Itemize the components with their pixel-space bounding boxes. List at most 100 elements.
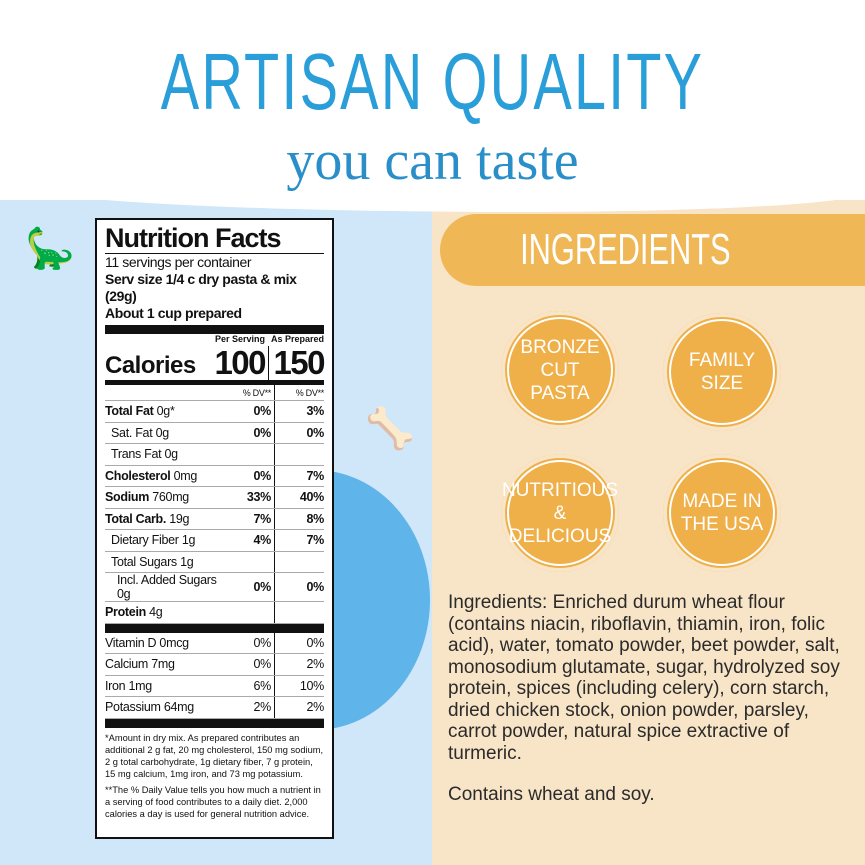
nutrient-name: Sodium bbox=[105, 490, 150, 505]
calories-serving: Per Serving 100 bbox=[209, 334, 266, 381]
nutrient-row: Trans Fat 0g bbox=[105, 444, 324, 466]
nutrient-amount: 1g bbox=[181, 533, 196, 548]
nutrition-title: Nutrition Facts bbox=[105, 223, 324, 254]
nutrient-row: Incl. Added Sugars 0g 0% 0% bbox=[105, 573, 324, 602]
nutrient-amount: 0g* bbox=[156, 404, 175, 419]
vitamin-name: Iron 1mg bbox=[105, 678, 152, 693]
serving-size: Serv size 1/4 c dry pasta & mix (29g) bbox=[105, 271, 297, 304]
vitamin-row: Vitamin D 0mcg 0% 0% bbox=[105, 632, 324, 654]
nutrient-name: Total Carb. bbox=[105, 511, 167, 526]
nutrient-label: Incl. Added Sugars 0g bbox=[105, 573, 224, 601]
dv-prepared: 0% bbox=[274, 573, 324, 601]
nutrient-label: Protein 4g bbox=[105, 605, 224, 619]
ingredients-text: Ingredients: Enriched durum wheat flour … bbox=[448, 592, 840, 764]
nutrient-label: Total Sugars 1g bbox=[105, 555, 224, 569]
dv-serving: 6% bbox=[253, 678, 272, 693]
dv-label-serving: % DV** bbox=[242, 387, 272, 398]
badge-nutritious: NUTRITIOUS & DELICIOUS bbox=[501, 454, 619, 572]
divider bbox=[105, 325, 324, 334]
dv-serving: 0% bbox=[253, 580, 272, 594]
nutrient-name: Cholesterol bbox=[105, 468, 171, 483]
nutrient-amount: 1g bbox=[180, 554, 194, 569]
nutrient-name: Trans Fat bbox=[111, 447, 162, 462]
dv-header: % DV**% DV** bbox=[105, 385, 324, 401]
nutrient-amount: 0g bbox=[155, 425, 170, 440]
dv-prepared: 0% bbox=[274, 632, 324, 653]
dv-prepared: 2% bbox=[274, 654, 324, 675]
nutrition-facts-label: Nutrition Facts 11 servings per containe… bbox=[95, 218, 334, 839]
vitamin-name: Calcium 7mg bbox=[105, 657, 175, 672]
vitamin-name: Potassium 64mg bbox=[105, 700, 194, 715]
nutrient-row: Total Fat 0g* 0% 3% bbox=[105, 401, 324, 423]
nutrient-name: Incl. Added Sugars bbox=[117, 573, 217, 587]
vitamin-row: Potassium 64mg 2% 2% bbox=[105, 697, 324, 719]
nutrient-name: Total Sugars bbox=[111, 554, 177, 569]
nutrient-amount: 4g bbox=[149, 605, 163, 620]
dv-prepared bbox=[274, 551, 324, 572]
nutrient-name: Total Fat bbox=[105, 404, 154, 419]
prepared-size: About 1 cup prepared bbox=[105, 305, 242, 321]
dv-prepared: 0% bbox=[274, 422, 324, 443]
as-prepared-label: As Prepared bbox=[270, 334, 324, 344]
servings: 11 servings per container bbox=[105, 254, 252, 270]
dv-serving: 33% bbox=[246, 490, 271, 505]
dv-prepared: 2% bbox=[274, 697, 324, 718]
nutrient-row: Cholesterol 0mg 0% 7% bbox=[105, 465, 324, 487]
dv-prepared: 7% bbox=[274, 530, 324, 551]
nutrient-amount: 19g bbox=[169, 511, 190, 526]
allergen-statement: Contains wheat and soy. bbox=[448, 784, 655, 805]
dv-serving: 4% bbox=[253, 533, 272, 548]
page-subtitle: you can taste bbox=[286, 130, 579, 192]
dv-prepared: 3% bbox=[274, 401, 324, 422]
bone-pasta-icon: 🦴 bbox=[365, 407, 415, 451]
nutrient-amount: 0g bbox=[164, 447, 179, 462]
nutrient-row: Total Sugars 1g bbox=[105, 551, 324, 573]
nutrient-label: Dietary Fiber 1g bbox=[105, 533, 224, 547]
nutrient-row: Total Carb. 19g 7% 8% bbox=[105, 508, 324, 530]
nutrient-label: Total Fat 0g* bbox=[105, 404, 224, 418]
nutrient-label: Sodium 760mg bbox=[105, 490, 224, 504]
vitamin-row: Calcium 7mg 0% 2% bbox=[105, 654, 324, 676]
nutrient-label: Total Carb. 19g bbox=[105, 512, 224, 526]
dv-prepared bbox=[274, 602, 324, 623]
divider bbox=[105, 718, 324, 728]
badge-bronze-cut: BRONZE CUT PASTA bbox=[501, 311, 619, 429]
nutrient-label: Trans Fat 0g bbox=[105, 447, 224, 461]
divider bbox=[105, 623, 324, 633]
dv-prepared bbox=[274, 444, 324, 465]
dv-label-prepared: % DV** bbox=[274, 385, 324, 400]
nutrient-row: Protein 4g bbox=[105, 602, 324, 624]
dinosaur-pasta-icon: 🦕 bbox=[25, 227, 75, 271]
nutrient-label: Cholesterol 0mg bbox=[105, 469, 224, 483]
badge-made-in-usa: MADE IN THE USA bbox=[663, 454, 781, 572]
header-area bbox=[0, 0, 865, 212]
dv-serving: 0% bbox=[253, 657, 272, 672]
dv-serving: 0% bbox=[253, 468, 272, 483]
badge-family-size: FAMILY SIZE bbox=[663, 313, 781, 431]
footnote-2: **The % Daily Value tells you how much a… bbox=[105, 784, 321, 819]
nutrient-rows: Total Fat 0g* 0% 3% Sat. Fat 0g 0% 0% Trans Fa… bbox=[105, 401, 324, 624]
dv-prepared: 8% bbox=[274, 508, 324, 529]
calories-serving-value: 100 bbox=[214, 344, 266, 381]
dv-serving: 0% bbox=[253, 425, 272, 440]
nutrient-amount: 0g bbox=[117, 587, 131, 601]
dv-prepared: 40% bbox=[274, 487, 324, 508]
calories-prepared-value: 150 bbox=[273, 344, 325, 381]
per-serving-label: Per Serving bbox=[214, 334, 265, 344]
nutrient-row: Sodium 760mg 33% 40% bbox=[105, 487, 324, 509]
nutrient-row: Dietary Fiber 1g 4% 7% bbox=[105, 530, 324, 552]
calories-label: Calories bbox=[105, 352, 196, 379]
dv-serving: 0% bbox=[253, 635, 272, 650]
nutrient-name: Dietary Fiber bbox=[111, 533, 179, 548]
dv-serving: 7% bbox=[253, 511, 272, 526]
ingredients-section: Ingredients: Enriched durum wheat flour … bbox=[448, 592, 853, 806]
nutrient-amount: 760mg bbox=[152, 490, 189, 505]
nutrient-row: Sat. Fat 0g 0% 0% bbox=[105, 422, 324, 444]
footnote-1: *Amount in dry mix. As prepared contribu… bbox=[105, 732, 324, 779]
nutrient-name: Protein bbox=[105, 605, 146, 620]
nutrient-label: Sat. Fat 0g bbox=[105, 426, 224, 440]
ingredients-banner: INGREDIENTS bbox=[440, 214, 865, 286]
dv-serving: 0% bbox=[253, 404, 272, 419]
dv-serving: 2% bbox=[253, 700, 272, 715]
dv-prepared: 7% bbox=[274, 465, 324, 486]
